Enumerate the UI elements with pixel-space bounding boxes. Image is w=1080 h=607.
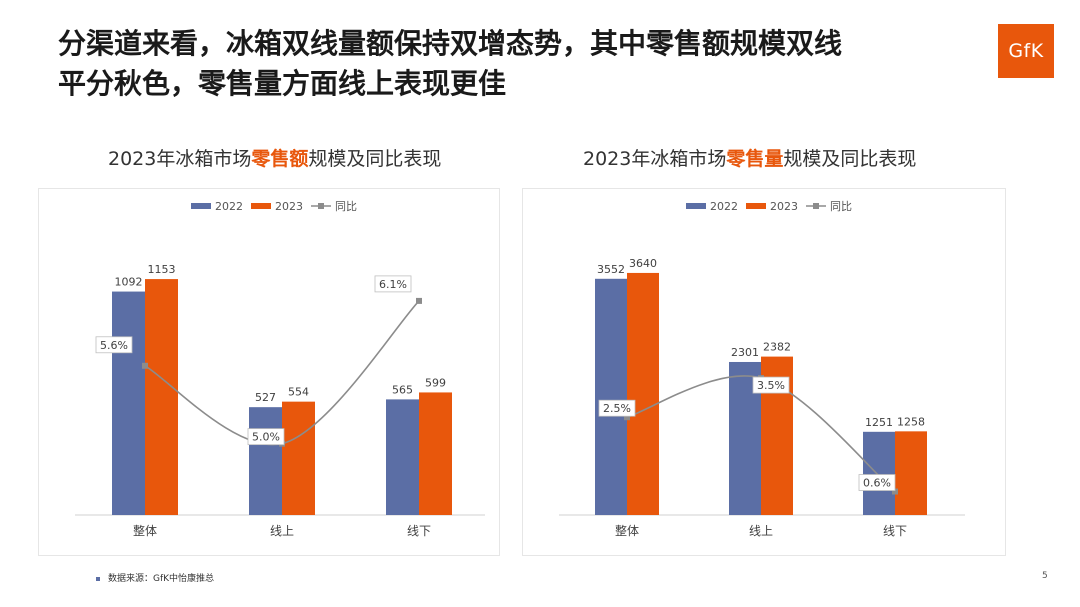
x-tick-label: 整体	[615, 523, 639, 538]
bar-data-label: 554	[288, 386, 309, 399]
bar-data-label: 1092	[115, 276, 143, 289]
bar-data-label: 1258	[897, 415, 925, 428]
legend-marker-swatch	[813, 203, 819, 209]
legend-swatch-2022	[686, 203, 706, 209]
yoy-marker	[892, 488, 898, 495]
headline-line-1: 分渠道来看，冰箱双线量额保持双增态势，其中零售额规模双线	[58, 27, 843, 60]
yoy-marker	[416, 297, 422, 304]
yoy-label-box	[374, 275, 412, 293]
legend-swatch-2023	[746, 203, 766, 209]
chart-title-pre: 2023年冰箱市场	[108, 148, 252, 170]
x-tick-label: 线上	[270, 524, 294, 538]
yoy-label-box	[95, 336, 133, 354]
bar-data-label: 3640	[629, 257, 657, 270]
bar-2022-整体	[595, 278, 627, 515]
chart-svg-sales-volume: 2022 2023 同比 3552 3640 整体 2301 2382 线上 1251 1258 线下…	[559, 200, 965, 538]
bullet-icon	[96, 576, 100, 581]
bar-2023-线下	[419, 392, 452, 515]
bar-2022-线下	[386, 399, 419, 515]
bar-data-label: 599	[425, 376, 446, 389]
yoy-data-label: 3.5%	[757, 379, 785, 392]
chart-title-sales-volume: 2023年冰箱市场零售量规模及同比表现	[583, 144, 916, 171]
bar-2023-线下	[895, 431, 927, 515]
bar-2022-线下	[863, 431, 895, 515]
footer-source-note: 数据来源：GfK中怡康推总	[96, 571, 214, 584]
chart-panel-sales-volume: 2022 2023 同比 3552 3640 整体 2301 2382 线上 1251 1258 线下…	[522, 188, 1006, 556]
legend-swatch-2023	[251, 203, 271, 209]
yoy-data-label: 6.1%	[379, 278, 407, 291]
legend-label-2022: 2022	[215, 200, 243, 213]
yoy-marker	[624, 414, 630, 421]
footer-source-text: 数据来源：GfK中怡康推总	[108, 574, 215, 584]
bar-data-label: 565	[392, 383, 413, 396]
yoy-label-box	[598, 399, 636, 417]
legend-label-yoy: 同比	[335, 200, 357, 213]
headline-line-2: 平分秋色，零售量方面线上表现更佳	[58, 67, 507, 100]
chart-title-sales-value: 2023年冰箱市场零售额规模及同比表现	[108, 144, 441, 171]
yoy-label-box	[752, 376, 790, 394]
bar-data-label: 1251	[865, 416, 893, 429]
chart-title-pre: 2023年冰箱市场	[583, 148, 727, 170]
legend-label-2023: 2023	[275, 200, 303, 213]
bar-2022-线上	[249, 407, 282, 515]
bar-data-label: 2382	[763, 341, 791, 354]
legend-marker-swatch	[318, 203, 324, 209]
x-tick-label: 线下	[883, 524, 907, 538]
gfk-logo-text: GfK	[1008, 40, 1044, 62]
yoy-data-label: 5.6%	[100, 339, 128, 352]
slide-headline: 分渠道来看，冰箱双线量额保持双增态势，其中零售额规模双线 平分秋色，零售量方面线…	[58, 24, 978, 104]
chart-title-highlight: 零售量	[726, 148, 784, 170]
chart-legend: 2022 2023 同比	[686, 200, 852, 213]
chart-title-post: 规模及同比表现	[308, 148, 442, 170]
legend-swatch-2022	[191, 203, 211, 209]
gfk-logo: GfK	[998, 24, 1054, 78]
bar-2023-整体	[627, 272, 659, 515]
yoy-marker	[142, 362, 148, 369]
yoy-data-label: 5.0%	[252, 431, 280, 444]
yoy-data-label: 2.5%	[603, 402, 631, 415]
chart-title-post: 规模及同比表现	[783, 148, 917, 170]
bar-data-label: 527	[255, 391, 276, 404]
page-number: 5	[1042, 571, 1048, 581]
bar-2022-整体	[112, 291, 145, 515]
chart-panel-sales-value: 2022 2023 同比 1092 1153 整体 527 554 线上 565 599 线下 5.6%…	[38, 188, 500, 556]
x-tick-label: 整体	[133, 523, 157, 538]
bar-data-label: 3552	[597, 263, 625, 276]
chart-legend: 2022 2023 同比	[191, 200, 357, 213]
legend-label-2023: 2023	[770, 200, 798, 213]
bar-data-label: 1153	[148, 263, 176, 276]
yoy-data-label: 0.6%	[863, 477, 891, 490]
chart-svg-sales-value: 2022 2023 同比 1092 1153 整体 527 554 线上 565 599 线下 5.6%…	[75, 200, 485, 538]
bar-2023-线上	[282, 401, 315, 515]
legend-label-yoy: 同比	[830, 200, 852, 213]
x-tick-label: 线上	[749, 524, 773, 538]
x-tick-label: 线下	[407, 524, 431, 538]
yoy-label-box	[858, 474, 896, 491]
legend-label-2022: 2022	[710, 200, 738, 213]
bar-data-label: 2301	[731, 346, 759, 359]
yoy-label-box	[247, 428, 285, 446]
chart-title-highlight: 零售额	[251, 148, 309, 170]
bar-2023-整体	[145, 279, 178, 515]
